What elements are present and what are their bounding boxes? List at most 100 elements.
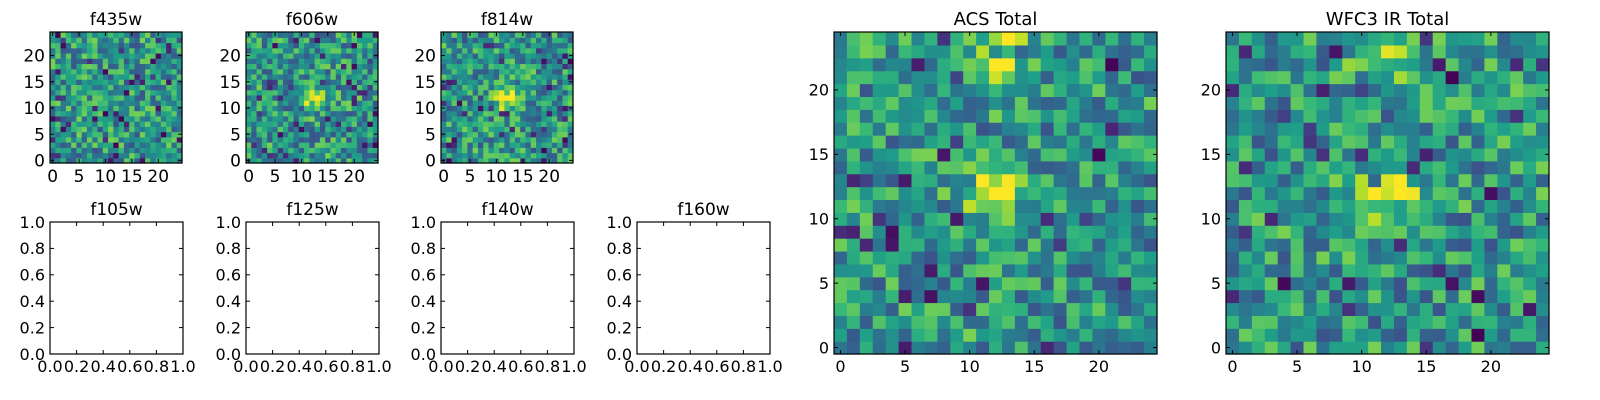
heatmap-cell [1368,186,1382,201]
heatmap-cell [483,142,490,148]
heatmap-cell [50,126,56,133]
heatmap-cell [1497,328,1511,342]
y-tick-label: 0.0 [411,345,436,364]
heatmap-cell [71,121,77,127]
heatmap-cell [557,100,564,106]
heatmap-cell [446,32,453,38]
heatmap-cell [551,126,558,133]
heatmap-cell [1303,199,1318,213]
heatmap-cell [1329,225,1343,239]
heatmap-cell [557,142,564,148]
heatmap-cell [1092,212,1106,226]
heatmap-cell [504,110,511,117]
heatmap-cell [55,110,62,117]
heatmap-cell [92,147,99,154]
heatmap-cell [1432,147,1447,162]
heatmap-cell [304,94,310,101]
heatmap-cell [246,136,252,143]
heatmap-cell [341,32,347,38]
heatmap-cell [1432,160,1447,175]
panel-title: f160w [677,200,729,220]
heatmap-cell [1290,250,1305,265]
heatmap-cell [314,79,321,85]
heatmap-cell [541,131,548,138]
heatmap-cell [846,186,861,201]
heatmap-cell [911,328,926,342]
heatmap-cell [1497,186,1511,201]
heatmap-cell [525,157,532,164]
heatmap-cell [362,157,369,164]
heatmap-cell [272,73,279,80]
heatmap-cell [272,68,279,75]
heatmap-cell [1329,44,1343,59]
heatmap-cell [514,32,521,38]
heatmap-cell [541,79,548,85]
x-tick-label: 0.6 [117,357,142,376]
heatmap-cell [145,136,151,143]
heatmap-cell [483,32,490,38]
heatmap-cell [467,52,474,59]
heatmap-cell [319,52,326,59]
heatmap-cell [520,147,527,154]
heatmap-cell [1419,173,1434,188]
heatmap-cell [1092,238,1106,252]
y-tick-label: 20 [809,81,829,100]
heatmap-cell [118,147,125,154]
heatmap-cell [1342,238,1356,252]
heatmap-cell [1105,109,1119,123]
heatmap-cell [834,96,848,110]
heatmap-cell [55,131,62,138]
heatmap-cell [567,100,574,106]
heatmap-cell [509,42,516,49]
heatmap-cell [950,83,964,97]
heatmap-cell [504,105,511,112]
axes-frame [245,221,380,355]
heatmap-cell [134,42,141,49]
heatmap-cell [1484,122,1498,136]
heatmap-cell [1131,238,1145,252]
heatmap-cell [1264,225,1279,239]
heatmap-cell [346,152,353,159]
heatmap-cell [76,79,83,85]
heatmap-cell [1484,96,1498,110]
heatmap-cell [885,44,900,59]
heatmap-cell [472,89,479,96]
heatmap-cell [65,37,72,44]
heatmap-cell [145,73,151,80]
heatmap-cell [367,100,374,106]
heatmap-cell [341,94,347,101]
heatmap-cell [467,47,474,54]
heatmap-cell [1393,302,1408,316]
heatmap-cell [1355,212,1369,226]
heatmap-cell [1079,122,1093,136]
heatmap-cell [859,225,874,239]
heatmap-cell [160,126,167,133]
heatmap-cell [81,100,88,106]
heatmap-cell [493,84,500,91]
heatmap-cell [456,147,463,154]
heatmap-cell [176,58,183,65]
heatmap-cell [1027,96,1042,110]
heatmap-cell [456,73,463,80]
heatmap-cell [1092,186,1106,201]
heatmap-cell [171,100,178,106]
heatmap-cell [81,63,88,70]
heatmap-cell [1131,109,1145,123]
heatmap-cell [1342,83,1356,97]
heatmap-cell [304,32,310,38]
heatmap-cell [1066,186,1081,201]
heatmap-cell [1381,57,1395,72]
heatmap-cell [1226,122,1240,136]
heatmap-cell [150,52,157,59]
heatmap-cell [1523,289,1537,304]
heatmap-cell [488,47,495,54]
heatmap-cell [246,115,252,122]
heatmap-cell [483,105,490,112]
heatmap-cell [1277,109,1292,123]
heatmap-cell [325,73,332,80]
heatmap-cell [166,89,173,96]
heatmap-cell [1432,276,1447,291]
heatmap-cell [123,89,130,96]
heatmap-cell [282,84,289,91]
